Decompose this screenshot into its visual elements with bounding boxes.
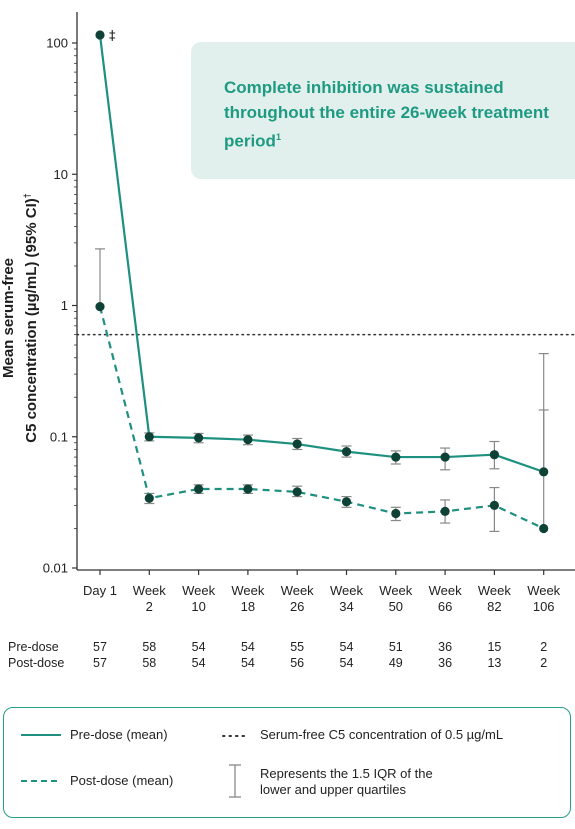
x-tick-label: Week [330,583,363,598]
count-cell: 54 [240,656,255,670]
legend-iqr-label-line2: lower and upper quartiles [260,782,406,797]
count-row-pre: Pre-dose 57 58 54 54 55 54 51 36 15 2 [0,640,575,656]
count-cell: 54 [240,640,255,654]
x-tick-label: 26 [290,599,304,614]
callout-footnote-mark: 1 [275,132,281,142]
x-tick-label: 66 [438,599,452,614]
post-dose-point [243,484,253,494]
count-cell: 54 [339,640,354,654]
count-cell: 49 [388,656,403,670]
post-dose-point [440,506,450,516]
y-tick-label: 100 [46,36,68,51]
x-tick-label: 10 [191,599,205,614]
count-cell: 13 [487,656,502,670]
count-cell: 51 [388,640,403,654]
x-tick-label: 34 [339,599,353,614]
x-tick-label: Week [231,583,264,598]
y-tick-label: 0.01 [43,561,68,576]
legend-dotted-line-icon [222,735,248,737]
y-axis-label-line1: Mean serum-free [0,257,17,379]
count-cell: 54 [191,640,206,654]
x-tick-label: 82 [487,599,501,614]
count-cell: 58 [142,656,157,670]
y-axis-label-mark: † [22,193,32,199]
y-tick-label: 1 [61,298,68,313]
pre-dose-point [292,439,302,449]
pre-dose-point [243,435,253,445]
x-tick-label: Day 1 [83,583,117,598]
count-cell: 2 [540,656,548,670]
count-cell: 2 [540,640,548,654]
pre-dose-point [489,450,499,460]
callout-text: Complete inhibition was sustained throug… [224,78,549,151]
callout-box: Complete inhibition was sustained throug… [191,42,575,179]
legend-reference-label: Serum-free C5 concentration of 0.5 µg/mL [260,727,504,742]
count-row-label: Post-dose [8,656,65,670]
post-dose-point [292,487,302,497]
count-cell: 54 [339,656,354,670]
first-point-mark: ‡ [109,29,116,44]
post-dose-point [391,508,401,519]
pre-dose-point [391,452,401,462]
x-tick-label: Week [429,583,462,598]
y-tick-label: 0.1 [50,429,68,444]
count-cell: 57 [93,640,107,654]
post-dose-point [194,484,204,494]
patient-counts-table: Pre-dose 57 58 54 54 55 54 51 36 15 2 Post-dose 5… [0,640,575,672]
x-tick-label: 18 [241,599,255,614]
post-dose-series-line [98,306,545,530]
legend-dashed-line-icon [21,780,61,782]
pre-dose-point [341,447,352,457]
count-row-label: Pre-dose [8,640,59,654]
legend-iqr-label-line1: Represents the 1.5 IQR of the [260,766,433,781]
x-tick-label: Week [379,583,412,598]
legend: Pre-dose (mean) Post-dose (mean) Serum-f… [3,707,571,818]
x-tick-label: 2 [146,599,153,614]
x-tick-label: 50 [389,599,403,614]
pre-dose-point [194,433,204,443]
legend-pre-dose-label: Pre-dose (mean) [70,727,168,742]
post-dose-point [95,302,105,312]
count-cell: 55 [290,640,305,654]
count-cell: 56 [290,656,305,670]
x-tick-label: Week [527,583,560,598]
x-tick-label: 106 [533,599,555,614]
pre-dose-point [95,30,105,40]
legend-solid-line-icon [21,734,61,736]
post-dose-point [539,523,549,534]
count-cell: 36 [438,656,453,670]
pre-dose-point [539,467,549,477]
legend-error-bar-icon [229,764,241,798]
x-tick-label: Week [133,583,166,598]
pre-dose-point [440,452,450,462]
y-axis-label-line2: C5 concentration (µg/mL) (95% CI) [23,198,40,443]
x-tick-label: Week [182,583,215,598]
x-tick-label: Week [478,583,511,598]
count-cell: 15 [487,640,502,654]
post-dose-point [489,500,499,510]
count-cell: 36 [438,640,453,654]
pre-dose-series-line [98,34,545,473]
legend-post-dose-label: Post-dose (mean) [70,773,174,788]
pre-dose-point [144,432,154,442]
x-tick-label: Week [281,583,314,598]
count-cell: 54 [191,656,206,670]
post-dose-point [341,497,352,507]
count-row-post: Post-dose 57 58 54 54 56 54 49 36 13 2 [0,656,575,672]
count-cell: 58 [142,640,157,654]
y-tick-label: 10 [54,167,68,182]
post-dose-point [144,493,154,503]
count-cell: 57 [93,656,107,670]
